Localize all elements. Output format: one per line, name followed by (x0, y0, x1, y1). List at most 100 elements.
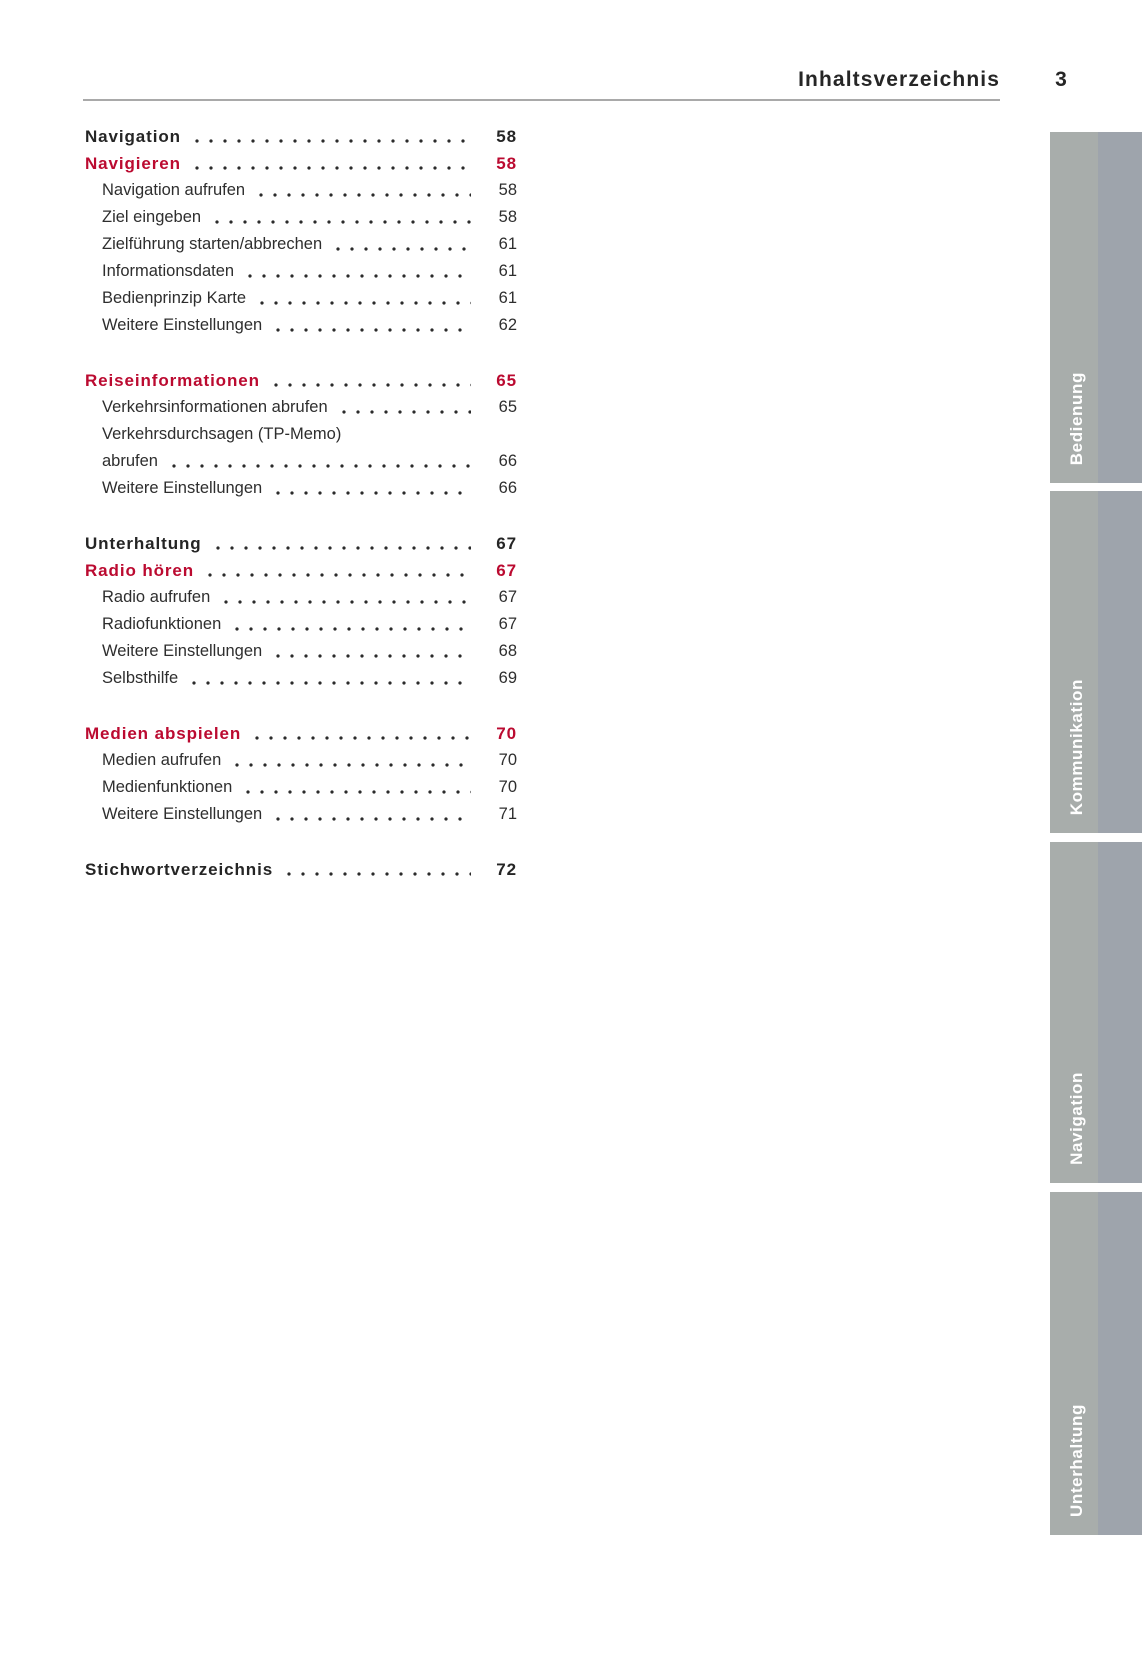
sidebar-tab-unterhaltung[interactable]: Unterhaltung (1050, 1192, 1142, 1535)
toc-entry[interactable]: Medienfunktionen 70 (85, 774, 517, 801)
toc-entry-page: 67 (498, 588, 517, 606)
toc-entry[interactable]: Weitere Einstellungen 66 (85, 475, 517, 502)
toc-entry[interactable]: Weitere Einstellungen 71 (85, 801, 517, 828)
sidebar-tab-navigation[interactable]: Navigation (1050, 842, 1142, 1183)
sidebar-tab-label: Kommunikation (1067, 678, 1086, 815)
toc-entry[interactable]: Weitere Einstellungen 68 (85, 638, 517, 665)
toc-leader-dots (282, 871, 471, 877)
toc-leader-dots (230, 762, 471, 768)
toc-entry-label: Stichwortverzeichnis (85, 860, 274, 879)
toc-entry[interactable]: Medien aufrufen 70 (85, 747, 517, 774)
toc-entry-page: 58 (496, 127, 517, 146)
toc-entry[interactable]: abrufen 66 (85, 448, 517, 475)
toc-entry[interactable]: Navigation 58 (85, 123, 517, 150)
toc-entry-page: 62 (498, 316, 517, 334)
toc-leader-dots (210, 545, 471, 551)
toc-leader-dots (250, 735, 471, 741)
toc-entry-label: abrufen (102, 452, 158, 470)
toc-entry-page: 68 (498, 642, 517, 660)
toc-entry-page: 70 (498, 751, 517, 769)
toc-entry[interactable]: Navigieren 58 (85, 150, 517, 177)
page-header-title: Inhaltsverzeichnis (798, 68, 1000, 91)
toc-leader-dots (271, 327, 471, 333)
sidebar-tab-label: Bedienung (1067, 371, 1086, 465)
toc-entry[interactable]: Unterhaltung 67 (85, 530, 517, 557)
toc-entry[interactable]: Verkehrsdurchsagen (TP-Memo) (85, 421, 517, 448)
toc-entry-page: 70 (498, 778, 517, 796)
toc-entry-label: Radio aufrufen (102, 588, 211, 606)
toc-leader-dots (230, 626, 471, 632)
toc-entry-page: 67 (496, 534, 517, 553)
toc-entry[interactable]: Verkehrsinformationen abrufen 65 (85, 394, 517, 421)
toc-entry-label: Navigation (85, 127, 181, 146)
toc-entry-page: 58 (498, 181, 517, 199)
toc-entry[interactable]: Weitere Einstellungen 62 (85, 312, 517, 339)
toc-entry-label: Selbsthilfe (102, 669, 179, 687)
toc-leader-dots (271, 653, 471, 659)
toc-entry-label: Medienfunktionen (102, 778, 233, 796)
toc-leader-dots (255, 300, 471, 306)
toc-entry-label: Verkehrsdurchsagen (TP-Memo) (102, 425, 342, 443)
toc-entry-label: Ziel eingeben (102, 208, 202, 226)
toc-entry[interactable]: Stichwortverzeichnis 72 (85, 856, 517, 883)
page-number: 3 (1055, 68, 1067, 91)
toc-entry-label: Bedienprinzip Karte (102, 289, 247, 307)
toc-entry-page: 58 (498, 208, 517, 226)
toc-entry-label: Navigation aufrufen (102, 181, 246, 199)
toc-entry-label: Verkehrsinformationen abrufen (102, 398, 328, 416)
toc-group: Reiseinformationen 65 Verkehrsinformatio… (85, 367, 517, 502)
toc-entry-page: 71 (498, 805, 517, 823)
toc-entry[interactable]: Radio aufrufen 67 (85, 584, 517, 611)
toc-leader-dots (241, 789, 471, 795)
toc-leader-dots (189, 138, 471, 144)
toc-entry-page: 72 (496, 860, 517, 879)
toc-entry-page: 66 (498, 479, 517, 497)
sidebar-tab-kommunikation[interactable]: Kommunikation (1050, 491, 1142, 833)
toc-entry-label: Weitere Einstellungen (102, 479, 263, 497)
toc-leader-dots (271, 816, 471, 822)
toc-leader-dots (254, 192, 471, 198)
toc-leader-dots (210, 219, 471, 225)
toc-entry-page: 70 (496, 724, 517, 743)
sidebar-tab-bedienung[interactable]: Bedienung (1050, 132, 1142, 483)
toc-entry-page: 66 (498, 452, 517, 470)
sidebar-tab-label: Navigation (1067, 1072, 1086, 1165)
toc-entry[interactable]: Radio hören 67 (85, 557, 517, 584)
sidebar-tab-label: Unterhaltung (1067, 1404, 1086, 1517)
toc-entry[interactable]: Reiseinformationen 65 (85, 367, 517, 394)
toc-leader-dots (189, 165, 471, 171)
toc-entry[interactable]: Informationsdaten 61 (85, 258, 517, 285)
toc-entry-page: 65 (496, 371, 517, 390)
toc-entry-label: Weitere Einstellungen (102, 316, 263, 334)
toc-entry-page: 69 (498, 669, 517, 687)
toc-entry-label: Navigieren (85, 154, 181, 173)
toc-leader-dots (219, 599, 471, 605)
toc-leader-dots (336, 409, 471, 415)
toc-group: Navigation 58 Navigieren 58 Navigation a… (85, 123, 517, 339)
toc-entry[interactable]: Selbsthilfe 69 (85, 665, 517, 692)
toc-entry[interactable]: Ziel eingeben 58 (85, 204, 517, 231)
toc-entry-page: 65 (498, 398, 517, 416)
toc-entry[interactable]: Navigation aufrufen 58 (85, 177, 517, 204)
toc-leader-dots (203, 572, 471, 578)
toc-leader-dots (187, 680, 471, 686)
toc-entry[interactable]: Radiofunktionen 67 (85, 611, 517, 638)
toc-entry-label: Weitere Einstellungen (102, 642, 263, 660)
toc-entry-page: 61 (498, 262, 517, 280)
toc-list: Navigation 58 Navigieren 58 Navigation a… (85, 123, 517, 911)
toc-entry-label: Medien aufrufen (102, 751, 222, 769)
toc-entry[interactable]: Bedienprinzip Karte 61 (85, 285, 517, 312)
toc-entry-label: Informationsdaten (102, 262, 235, 280)
toc-entry-label: Zielführung starten/abbrechen (102, 235, 323, 253)
toc-leader-dots (166, 463, 471, 469)
toc-entry-page: 58 (496, 154, 517, 173)
toc-entry[interactable]: Medien abspielen 70 (85, 720, 517, 747)
toc-leader-dots (331, 246, 471, 252)
toc-entry-page: 67 (496, 561, 517, 580)
toc-entry-label: Medien abspielen (85, 724, 242, 743)
toc-leader-dots (268, 382, 471, 388)
toc-entry-label: Unterhaltung (85, 534, 202, 553)
toc-entry-page: 61 (498, 289, 517, 307)
toc-entry[interactable]: Zielführung starten/abbrechen 61 (85, 231, 517, 258)
